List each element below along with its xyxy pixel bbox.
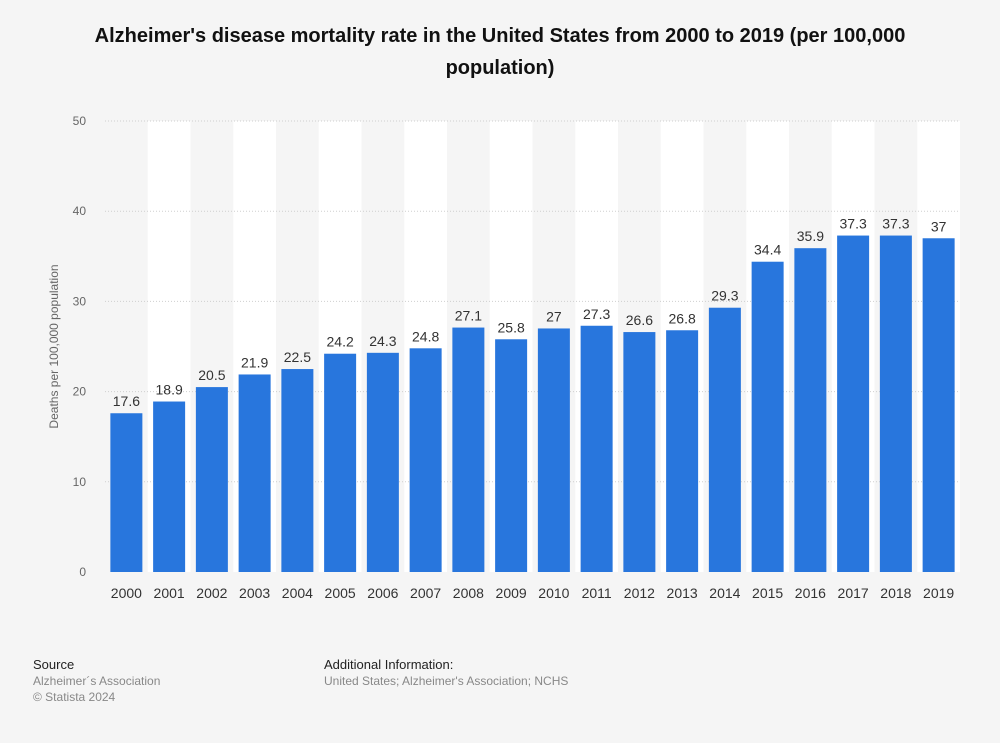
bar[interactable]: [794, 248, 827, 572]
x-tick-label: 2002: [196, 585, 227, 601]
bar[interactable]: [409, 348, 442, 572]
x-tick-label: 2006: [367, 585, 398, 601]
x-tick-label: 2015: [752, 585, 783, 601]
x-tick-label: 2000: [111, 585, 142, 601]
x-tick-label: 2004: [282, 585, 313, 601]
x-tick-label: 2008: [453, 585, 484, 601]
data-label: 24.2: [327, 334, 354, 350]
x-tick-label: 2019: [923, 585, 954, 601]
additional-info-heading: Additional Information:: [324, 657, 454, 672]
x-tick-label: 2011: [582, 585, 612, 601]
bar[interactable]: [238, 374, 271, 572]
source-block: Source Alzheimer´s Association © Statist…: [33, 657, 160, 705]
x-tick-label: 2010: [538, 585, 569, 601]
data-label: 26.6: [626, 312, 653, 328]
data-label: 17.6: [113, 393, 140, 409]
bar[interactable]: [537, 328, 570, 572]
data-label: 20.5: [198, 367, 225, 383]
y-tick-label: 30: [73, 294, 87, 308]
x-tick-label: 2017: [838, 585, 869, 601]
bar[interactable]: [708, 307, 741, 572]
additional-info-text: United States; Alzheimer's Association; …: [324, 674, 569, 688]
bar[interactable]: [666, 330, 699, 572]
copyright-text: © Statista 2024: [33, 690, 116, 704]
data-label: 27: [546, 308, 562, 324]
chart-title: Alzheimer's disease mortality rate in th…: [94, 25, 906, 79]
x-tick-label: 2001: [154, 585, 185, 601]
bar[interactable]: [837, 235, 870, 572]
x-tick-label: 2009: [496, 585, 527, 601]
y-tick-label: 10: [73, 475, 87, 489]
data-label: 18.9: [156, 382, 183, 398]
source-heading: Source: [33, 657, 75, 672]
x-tick-label: 2012: [624, 585, 655, 601]
bar[interactable]: [281, 369, 314, 572]
bar[interactable]: [623, 332, 656, 572]
x-tick-label: 2018: [880, 585, 911, 601]
data-label: 27.3: [583, 306, 610, 322]
bar[interactable]: [366, 352, 399, 572]
y-tick-label: 20: [73, 385, 87, 399]
bar[interactable]: [751, 261, 784, 572]
bar[interactable]: [495, 339, 528, 572]
x-tick-label: 2016: [795, 585, 826, 601]
data-label: 35.9: [797, 228, 824, 244]
data-label: 24.3: [369, 333, 396, 349]
y-tick-label: 0: [79, 565, 86, 579]
data-label: 24.8: [412, 328, 439, 344]
x-tick-label: 2013: [667, 585, 698, 601]
data-label: 29.3: [711, 288, 738, 304]
bar[interactable]: [153, 401, 186, 572]
bar[interactable]: [195, 387, 228, 572]
data-label: 26.8: [669, 310, 696, 326]
data-label: 21.9: [241, 354, 268, 370]
x-tick-label: 2007: [410, 585, 441, 601]
x-tick-label: 2005: [325, 585, 356, 601]
data-label: 34.4: [754, 242, 781, 258]
data-label: 27.1: [455, 308, 482, 324]
bar[interactable]: [324, 353, 357, 572]
bar[interactable]: [922, 238, 955, 572]
x-tick-label: 2003: [239, 585, 270, 601]
bar[interactable]: [452, 327, 485, 572]
y-axis-label: Deaths per 100,000 population: [47, 264, 61, 428]
data-label: 37.3: [840, 216, 867, 232]
data-label: 22.5: [284, 349, 311, 365]
source-name[interactable]: Alzheimer´s Association: [33, 674, 161, 688]
additional-info-block: Additional Information: United States; A…: [324, 657, 568, 689]
data-label: 37: [931, 218, 947, 234]
bar[interactable]: [879, 235, 912, 572]
data-label: 25.8: [498, 319, 525, 335]
bar[interactable]: [580, 325, 613, 572]
x-tick-label: 2014: [709, 585, 740, 601]
y-tick-label: 50: [73, 114, 87, 128]
bar-chart: 0 10 20 30 40 50 Deaths per 100,000 population…: [47, 114, 960, 601]
bar[interactable]: [110, 413, 143, 572]
data-label: 37.3: [882, 216, 909, 232]
y-tick-label: 40: [73, 204, 87, 218]
